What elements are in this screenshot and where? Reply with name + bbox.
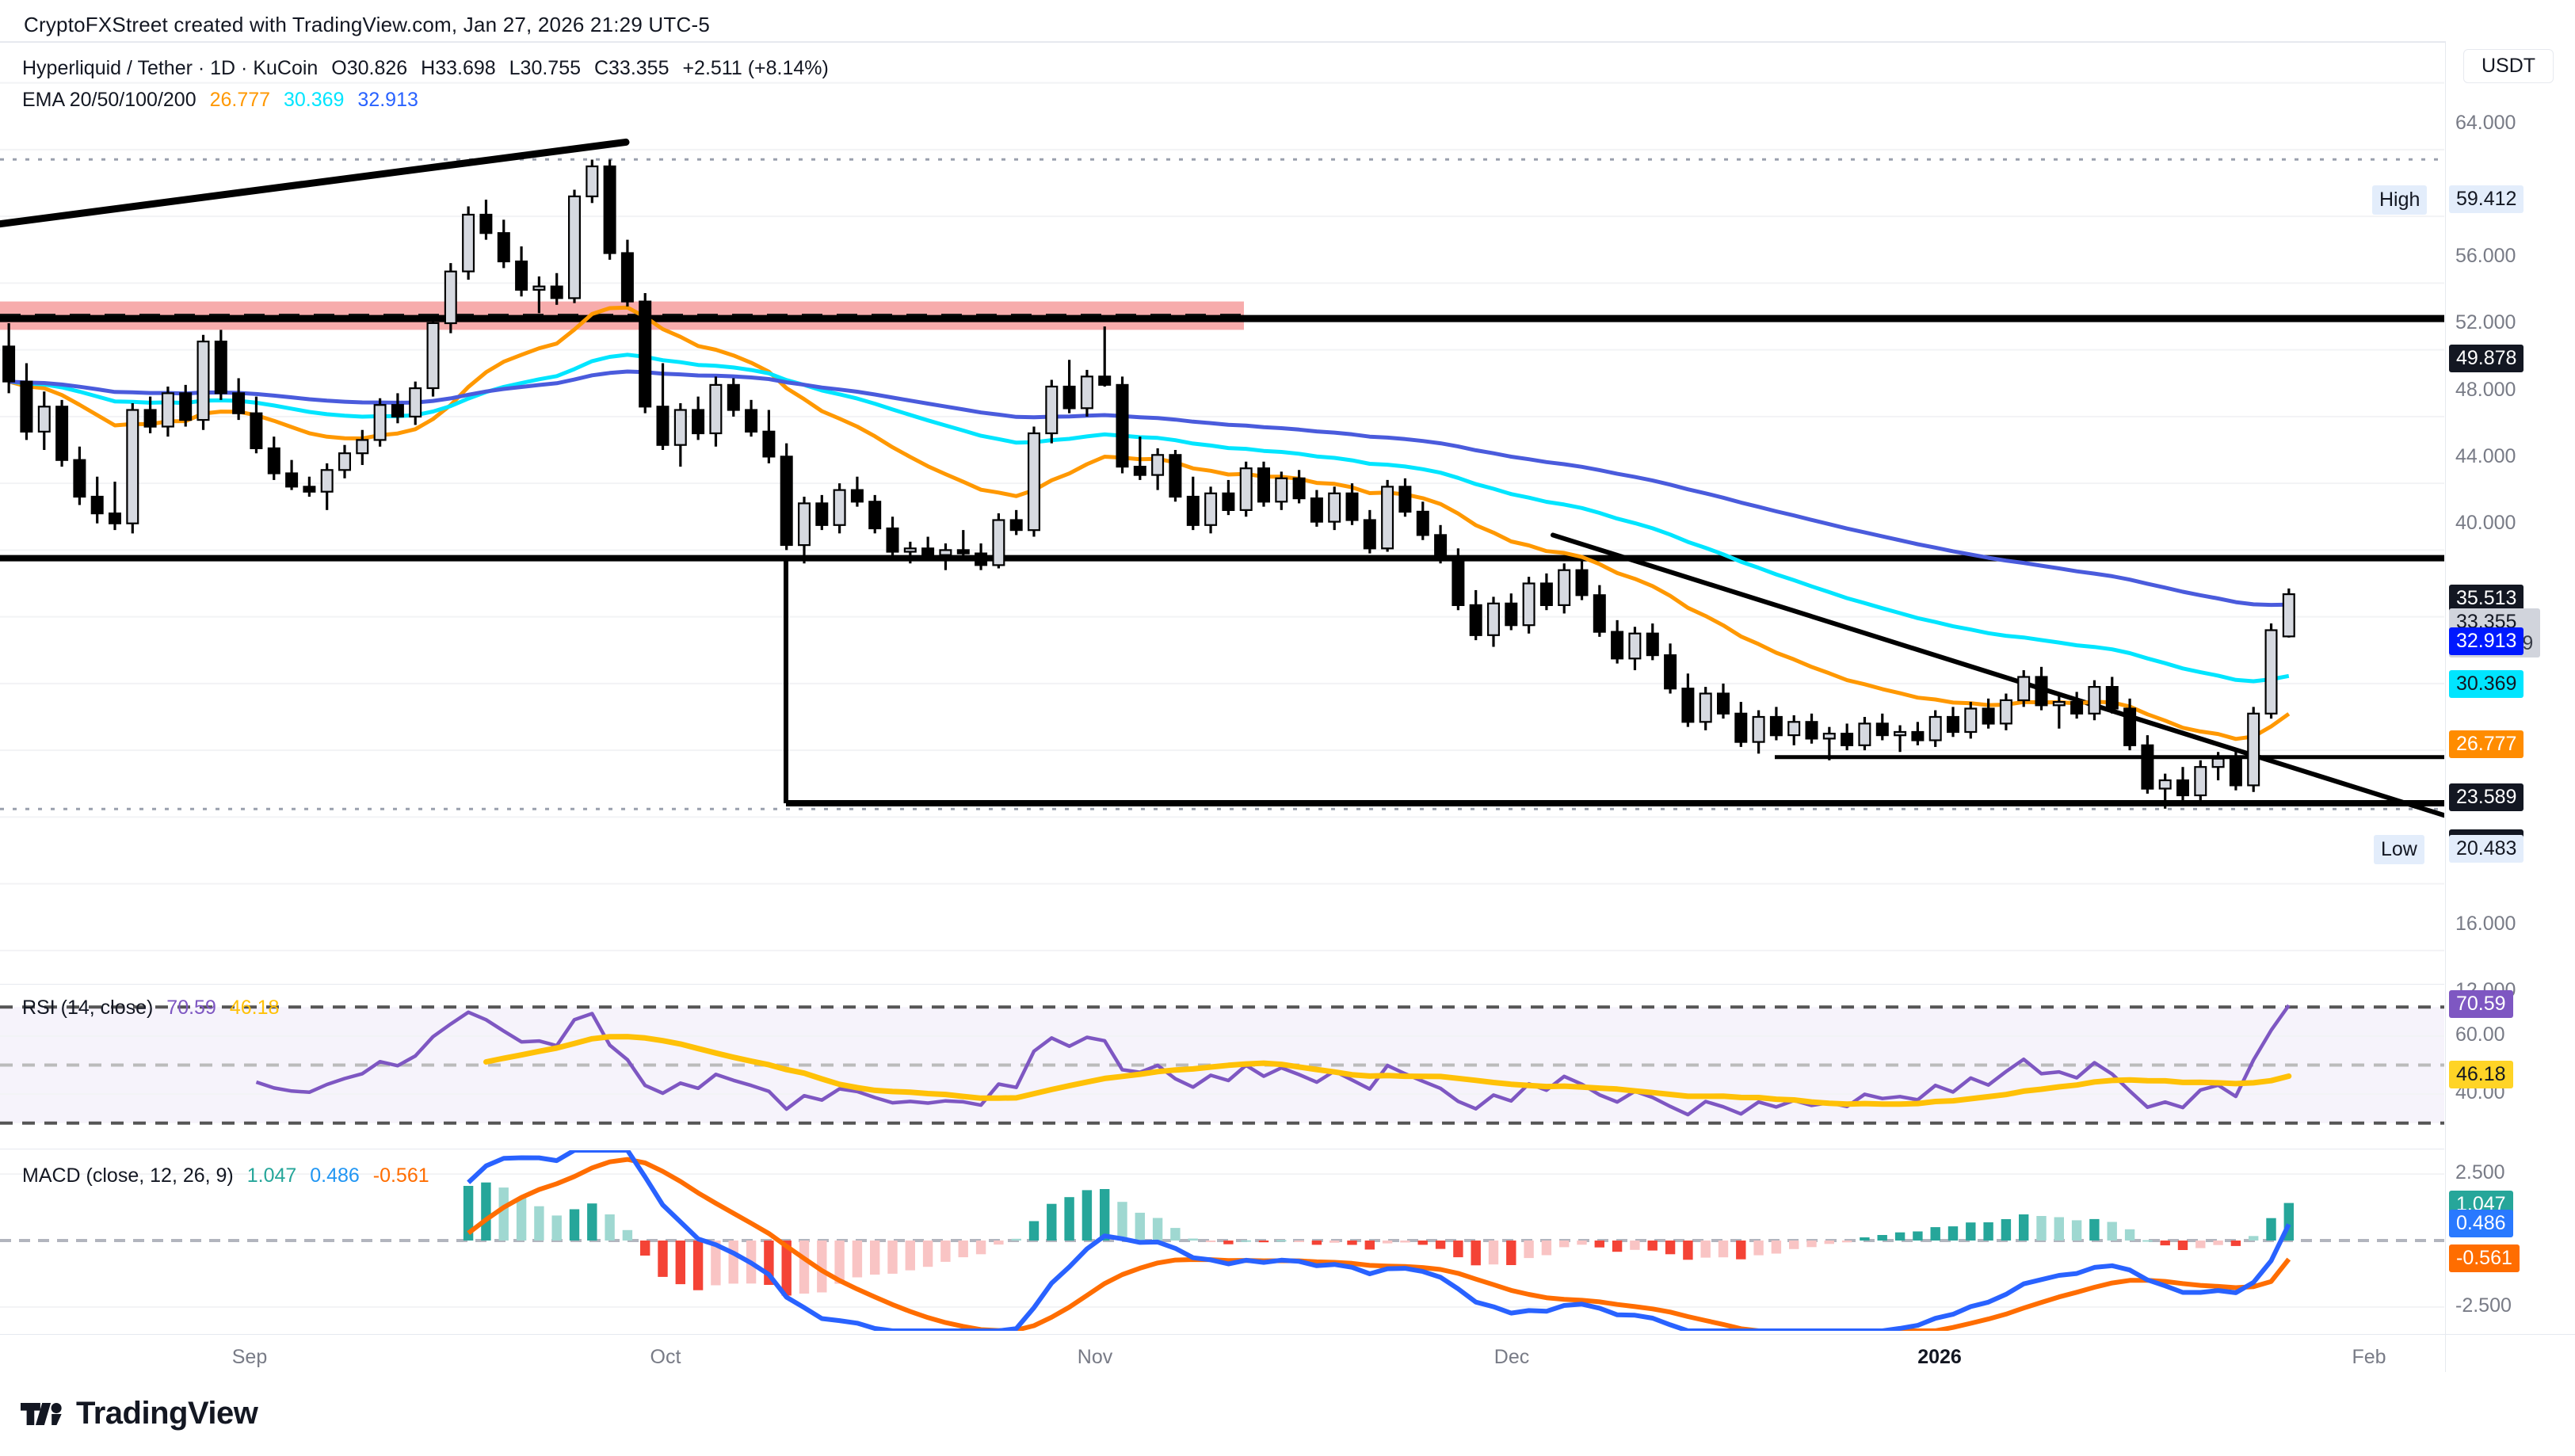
price-pane[interactable] xyxy=(0,41,2444,984)
time-tick-nov: Nov xyxy=(1077,1346,1113,1368)
macd-plot xyxy=(0,1150,2444,1331)
macd-line-value: 0.486 xyxy=(310,1164,360,1187)
rsi-badge-ma[interactable]: 46.18 xyxy=(2449,1061,2513,1089)
price-tick-40: 40.000 xyxy=(2455,512,2516,535)
time-tick-2026: 2026 xyxy=(1917,1346,1962,1368)
price-badge-35513[interactable]: 35.513 xyxy=(2449,584,2524,612)
rsi-badge-value[interactable]: 70.59 xyxy=(2449,990,2513,1019)
macd-badge-line[interactable]: 0.486 xyxy=(2449,1209,2513,1237)
price-badge-ema50[interactable]: 30.369 xyxy=(2449,669,2524,698)
price-axis[interactable]: USDT 64.000 56.000 52.000 48.000 44.000 40.00… xyxy=(2445,41,2575,1372)
rsi-plot xyxy=(0,1004,2444,1125)
ohlc-change: +2.511 (+8.14%) xyxy=(682,57,829,79)
ohlc-low: L30.755 xyxy=(509,57,582,79)
low-marker-label: Low xyxy=(2374,835,2424,865)
price-badge-ema100[interactable]: 32.913 xyxy=(2449,627,2524,656)
rsi-legend-label: RSI (14, close) xyxy=(22,997,154,1019)
rsi-ma-value: 46.18 xyxy=(229,997,280,1019)
price-badge-23589[interactable]: 23.589 xyxy=(2449,783,2524,811)
macd-badge-signal[interactable]: -0.561 xyxy=(2449,1244,2520,1272)
time-tick-dec: Dec xyxy=(1494,1346,1530,1368)
price-tick-64: 64.000 xyxy=(2455,111,2516,134)
price-plot xyxy=(0,82,2444,951)
currency-unit-pill[interactable]: USDT xyxy=(2463,49,2554,83)
macd-pane[interactable] xyxy=(0,1150,2444,1331)
ema-legend-label: EMA 20/50/100/200 xyxy=(22,89,196,111)
price-badge-low[interactable]: 20.483 xyxy=(2449,835,2524,863)
macd-legend-label: MACD (close, 12, 26, 9) xyxy=(22,1164,234,1187)
price-tick-52: 52.000 xyxy=(2455,311,2516,334)
macd-tick-2500: 2.500 xyxy=(2455,1161,2505,1184)
pane-divider-rsi xyxy=(0,984,2444,985)
ema50-value: 30.369 xyxy=(284,89,345,111)
high-marker-label: High xyxy=(2372,185,2428,215)
symbol-title: Hyperliquid / Tether · 1D · KuCoin xyxy=(22,57,319,79)
ema-legend: EMA 20/50/100/200 26.777 30.369 32.913 xyxy=(22,89,418,112)
price-tick-56: 56.000 xyxy=(2455,245,2516,268)
time-tick-feb: Feb xyxy=(2352,1346,2386,1368)
symbol-legend: Hyperliquid / Tether · 1D · KuCoin O30.8… xyxy=(22,57,829,80)
price-badge-49878[interactable]: 49.878 xyxy=(2449,345,2524,373)
ohlc-close: C33.355 xyxy=(593,57,670,79)
macd-signal-value: -0.561 xyxy=(372,1164,429,1187)
ema20-value: 26.777 xyxy=(209,89,271,111)
price-tick-48: 48.000 xyxy=(2455,378,2516,401)
footer-brand: TradingView xyxy=(21,1396,258,1431)
chart-frame xyxy=(0,41,2575,1372)
price-tick-16: 16.000 xyxy=(2455,912,2516,935)
ema100-value: 32.913 xyxy=(357,89,418,111)
time-tick-sep: Sep xyxy=(231,1346,268,1368)
price-badge-ema20[interactable]: 26.777 xyxy=(2449,730,2524,758)
rsi-pane[interactable] xyxy=(0,984,2444,1146)
price-badge-high[interactable]: 59.412 xyxy=(2449,185,2524,214)
rsi-value: 70.59 xyxy=(166,997,216,1019)
ohlc-open: O30.826 xyxy=(331,57,408,79)
tradingview-logo-icon xyxy=(21,1402,62,1425)
attribution-text: CryptoFXStreet created with TradingView.… xyxy=(24,13,710,36)
macd-tick-neg2500: -2.500 xyxy=(2455,1294,2512,1317)
rsi-tick-60: 60.00 xyxy=(2455,1023,2505,1046)
macd-legend: MACD (close, 12, 26, 9) 1.047 0.486 -0.5… xyxy=(22,1164,429,1187)
macd-hist-value: 1.047 xyxy=(246,1164,297,1187)
tradingview-wordmark: TradingView xyxy=(76,1396,258,1431)
rsi-legend: RSI (14, close) 70.59 46.18 xyxy=(22,997,279,1020)
price-tick-44: 44.000 xyxy=(2455,444,2516,467)
time-tick-oct: Oct xyxy=(650,1346,681,1368)
time-axis[interactable]: Sep Oct Nov Dec 2026 Feb xyxy=(0,1334,2575,1391)
ohlc-high: H33.698 xyxy=(421,57,496,79)
